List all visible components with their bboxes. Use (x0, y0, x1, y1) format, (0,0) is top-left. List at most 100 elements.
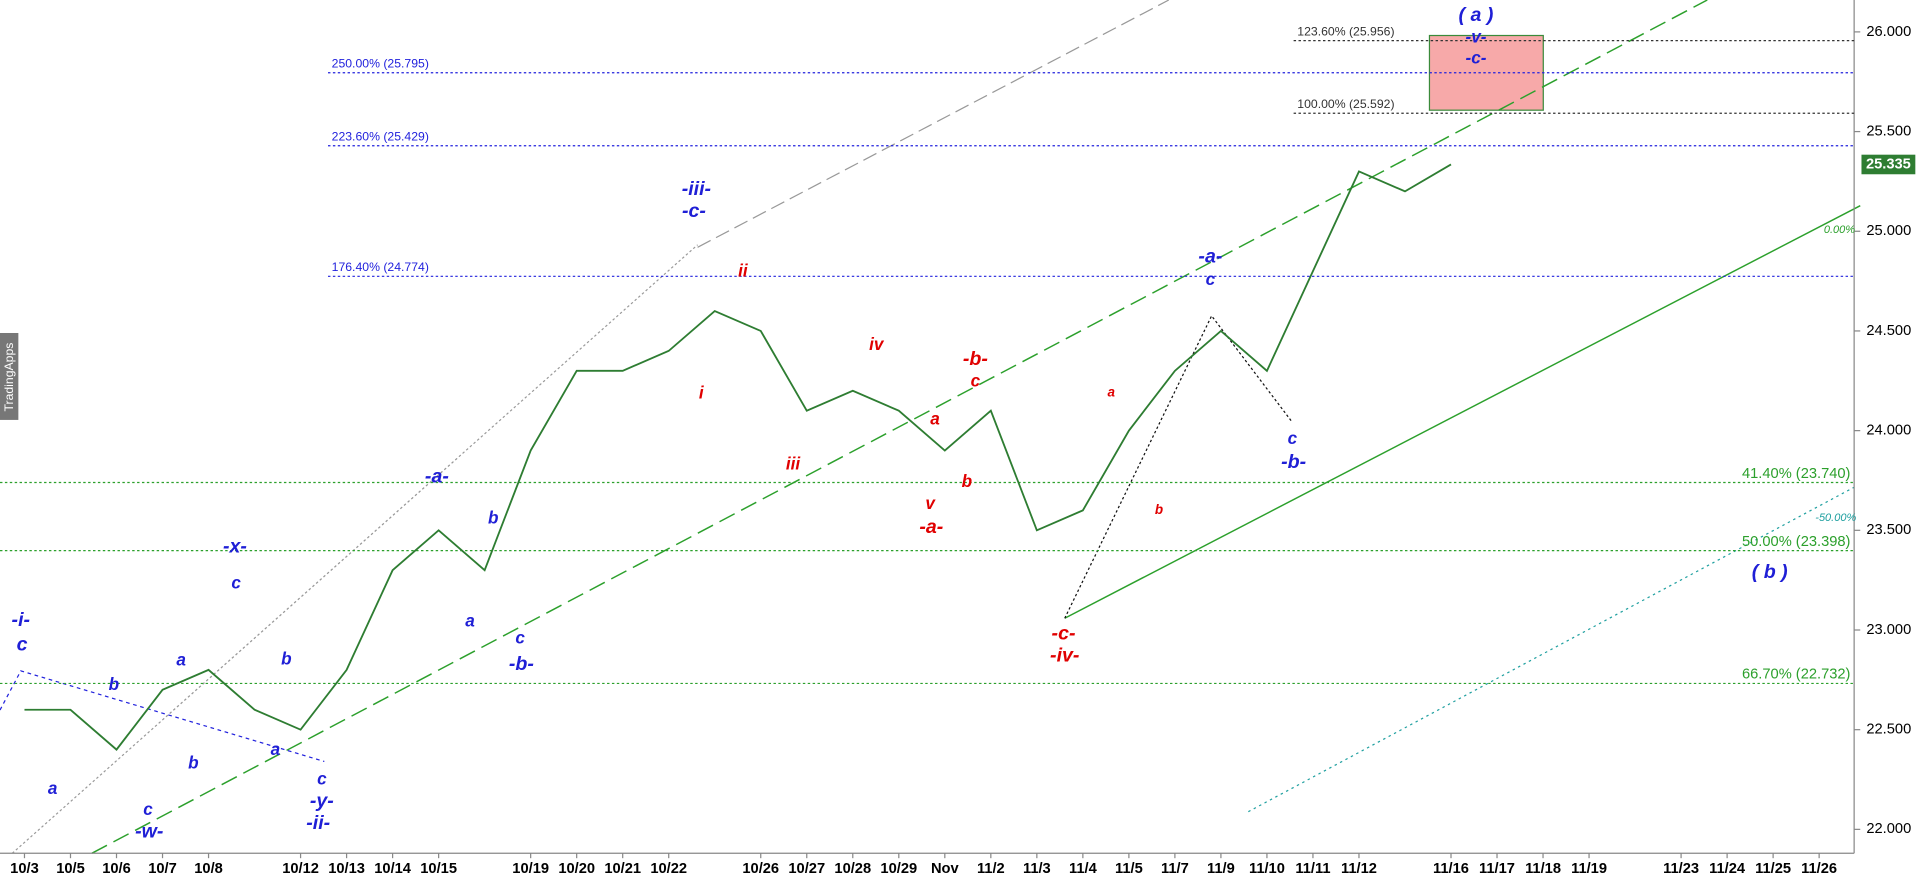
wave-label: a (176, 650, 186, 670)
wave-label: -c- (1052, 622, 1076, 644)
level-label: 123.60% (25.956) (1297, 24, 1394, 38)
channel-line (91, 0, 1708, 854)
y-tick-label: 25.000 (1866, 223, 1911, 239)
x-tick-label: 11/19 (1571, 861, 1607, 877)
x-tick-label: 11/16 (1433, 861, 1469, 877)
y-tick-label: 26.000 (1866, 24, 1911, 40)
x-tick-label: 11/3 (1023, 861, 1051, 877)
wave-label: c (17, 633, 28, 655)
x-tick-label: 11/23 (1663, 861, 1699, 877)
wave-label: ( a ) (1459, 4, 1494, 26)
y-tick-label: 23.500 (1866, 522, 1911, 538)
wave-label: c (1206, 269, 1216, 289)
wave-label: iii (786, 454, 802, 474)
level-label: 223.60% (25.429) (332, 129, 429, 143)
x-tick-label: Nov (931, 861, 960, 877)
channel-line (697, 0, 1170, 248)
x-tick-label: 10/28 (834, 861, 871, 877)
wave-label: -b- (509, 653, 534, 675)
wave-label: v (925, 493, 936, 513)
x-tick-label: 10/3 (10, 861, 39, 877)
level-label: 100.00% (25.592) (1297, 97, 1394, 111)
x-tick-label: 11/2 (977, 861, 1005, 877)
watermark: TradingApps (2, 343, 16, 412)
x-tick-label: 10/27 (788, 861, 825, 877)
x-tick-label: 11/5 (1115, 861, 1143, 877)
wave-label: -x- (223, 535, 247, 557)
wave-label: c (1288, 428, 1298, 448)
wave-line (1064, 314, 1293, 619)
wave-label: b (962, 471, 972, 491)
wave-label: -50.00% (1815, 512, 1856, 524)
wave-label: c (971, 370, 981, 390)
wave-label: b (1155, 502, 1163, 517)
x-tick-label: 10/15 (420, 861, 457, 877)
watermark-tab (0, 332, 19, 420)
wave-label: -i- (12, 609, 30, 631)
x-tick-label: 11/10 (1249, 861, 1285, 877)
price-tag-label: 25.335 (1866, 156, 1911, 172)
price-line (24, 163, 1452, 751)
level-label: 176.40% (24.774) (332, 260, 429, 274)
wave-label: -b- (1281, 451, 1306, 473)
x-tick-label: 11/7 (1161, 861, 1189, 877)
x-tick-label: 11/11 (1295, 861, 1330, 877)
y-tick-label: 23.000 (1866, 622, 1911, 638)
wave-label: -a- (919, 516, 943, 538)
wave-label: a (271, 739, 281, 759)
wave-label: -c- (1465, 47, 1486, 67)
x-tick-label: 11/26 (1801, 861, 1837, 877)
y-tick-label: 22.500 (1866, 722, 1911, 738)
x-tick-label: 11/4 (1069, 861, 1098, 877)
x-tick-label: 11/17 (1479, 861, 1515, 877)
x-tick-label: 10/26 (742, 861, 779, 877)
y-tick-label: 22.000 (1866, 821, 1911, 837)
wave-label: b (281, 648, 291, 668)
wave-label: ( b ) (1752, 561, 1788, 583)
x-tick-label: 11/18 (1525, 861, 1561, 877)
wave-label: a (465, 610, 475, 630)
x-tick-label: 10/12 (282, 861, 319, 877)
wave-label: -iii- (682, 178, 711, 200)
wave-label: i (699, 383, 705, 403)
x-tick-label: 11/25 (1755, 861, 1791, 877)
level-label: 50.00% (23.398) (1742, 534, 1850, 550)
wave-label: c (143, 799, 153, 819)
wave-label: c (317, 768, 327, 788)
wave-label: -ii- (306, 812, 330, 834)
wave-label: -c- (682, 200, 706, 222)
wave-label: b (488, 508, 498, 528)
x-tick-label: 10/21 (604, 861, 641, 877)
x-tick-label: 10/6 (102, 861, 131, 877)
wave-label: c (515, 628, 525, 648)
channel-line (1064, 205, 1861, 619)
level-label: 41.40% (23.740) (1742, 466, 1850, 482)
x-tick-label: 11/24 (1709, 861, 1746, 877)
x-tick-label: 11/9 (1207, 861, 1235, 877)
wave-label: c (231, 572, 241, 592)
wave-label: b (109, 674, 119, 694)
level-label: 66.70% (22.732) (1742, 667, 1850, 683)
wave-label: iv (869, 334, 885, 354)
wave-label: 0.00% (1824, 224, 1855, 236)
wave-label: -iv- (1050, 644, 1079, 666)
x-tick-label: 10/8 (194, 861, 223, 877)
x-tick-label: 10/19 (512, 861, 549, 877)
y-tick-label: 24.500 (1866, 323, 1911, 339)
x-tick-label: 10/22 (650, 861, 687, 877)
y-tick-label: 25.500 (1866, 123, 1911, 139)
price-tag (1861, 154, 1916, 175)
channel-line (11, 244, 699, 854)
wave-label: a (930, 408, 940, 428)
wave-label: ii (738, 260, 749, 280)
wave-line (0, 670, 325, 763)
channel-line (1248, 486, 1855, 813)
x-tick-label: 10/14 (374, 861, 412, 877)
wave-label: a (1108, 385, 1116, 400)
wave-label: -a- (1198, 245, 1222, 267)
x-tick-label: 11/12 (1341, 861, 1377, 877)
x-tick-label: 10/20 (558, 861, 595, 877)
level-label: 250.00% (25.795) (332, 56, 429, 70)
